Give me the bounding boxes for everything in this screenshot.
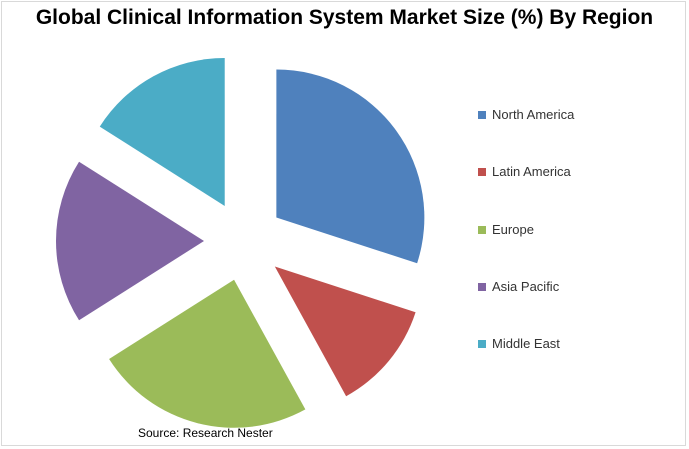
legend-item: Asia Pacific <box>478 276 678 333</box>
legend-swatch <box>478 168 486 177</box>
pie-slice-middle-east <box>99 57 225 206</box>
legend-label: Asia Pacific <box>492 278 560 294</box>
source-note: Source: Research Nester <box>138 426 273 440</box>
pie-slice-latin-america <box>274 266 416 397</box>
legend-label: North America <box>492 107 575 122</box>
legend-swatch <box>478 340 486 349</box>
legend-item: Latin America <box>478 161 678 218</box>
legend-swatch <box>478 225 486 234</box>
pie-slice-europe <box>109 279 306 428</box>
chart-title: Global Clinical Information System Marke… <box>35 6 654 29</box>
legend-item: Europe <box>478 219 678 276</box>
legend-item: North America <box>478 104 678 161</box>
legend-item: Middle East <box>478 333 678 390</box>
legend-label: Middle East <box>492 336 560 352</box>
pie-slice-asia-pacific <box>55 161 204 321</box>
legend-swatch <box>478 282 486 291</box>
legend: North America Latin America Europe Asia Pac… <box>478 104 678 390</box>
pie-slice-north-america <box>276 69 425 264</box>
legend-label: Europe <box>492 221 534 237</box>
legend-swatch <box>478 111 486 119</box>
legend-label: Latin America <box>492 164 571 180</box>
